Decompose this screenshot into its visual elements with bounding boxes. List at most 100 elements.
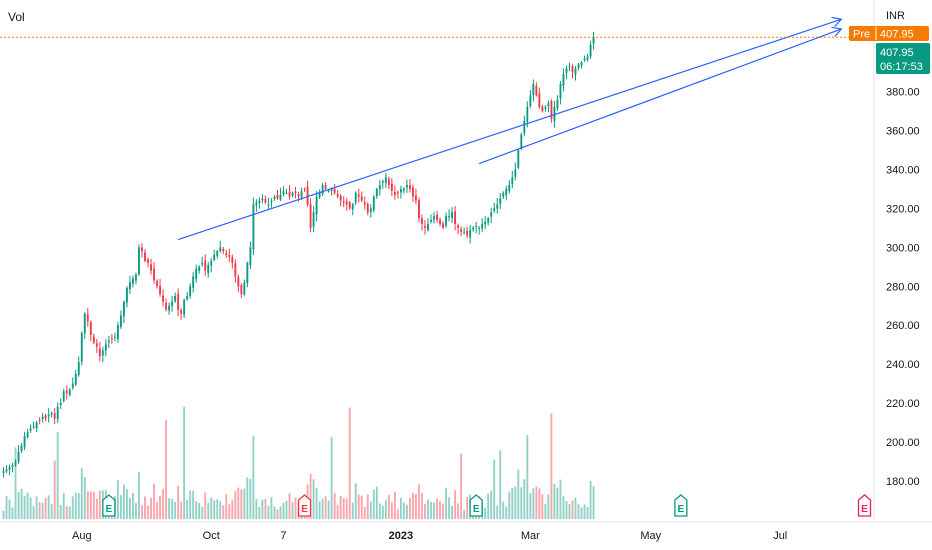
earnings-marker[interactable]: E [297, 494, 312, 517]
candle-body [318, 192, 321, 197]
candle-body [210, 260, 213, 266]
volume-bar [580, 507, 583, 519]
volume-indicator-label: Vol [8, 10, 25, 24]
volume-bar [342, 498, 345, 519]
candle-body [80, 332, 83, 362]
volume-bar [14, 447, 17, 519]
volume-bar [177, 485, 180, 519]
volume-bar [240, 489, 243, 519]
price-axis[interactable]: 180.00 200.00 220.00 240.00 260.00 280.00 300.… [886, 48, 920, 488]
candle-body [315, 196, 318, 215]
candle-body [225, 253, 228, 256]
price-tick-label: 280.00 [886, 281, 920, 293]
candle-body [372, 196, 375, 211]
candle-body [62, 391, 65, 402]
volume-bar [86, 491, 89, 519]
last-badge-price: 407.95 [880, 47, 914, 59]
volume-bar [384, 500, 387, 519]
candle-body [348, 202, 351, 209]
candle-body [116, 325, 119, 340]
candle-body [369, 208, 372, 213]
candle-body [29, 428, 32, 431]
volume-bar [348, 407, 351, 519]
candle-body [297, 194, 300, 197]
trend-lines[interactable] [177, 20, 840, 241]
volume-bar [147, 505, 149, 519]
last-price-badge: 407.95 06:17:53 [876, 43, 930, 74]
volume-bar [490, 490, 493, 519]
pre-market-badge: Pre 407.95 [849, 26, 929, 41]
candle-body [427, 223, 429, 231]
volume-bar [252, 435, 255, 519]
candle-body [267, 204, 270, 206]
candle-body [439, 219, 441, 224]
volume-bar [41, 502, 44, 519]
volume-bar [153, 483, 155, 519]
candle-body [47, 414, 50, 417]
volume-bar [183, 406, 186, 519]
candle-body [550, 101, 553, 119]
volume-bar [62, 493, 65, 519]
candle-body [41, 416, 44, 419]
candle-body [541, 106, 544, 112]
volume-bar [32, 506, 35, 519]
candle-body [381, 181, 384, 183]
earnings-marker[interactable]: E [857, 494, 872, 517]
volume-bar [159, 495, 161, 519]
volume-bar [363, 506, 366, 519]
candle-body [387, 178, 390, 186]
trend-line[interactable] [478, 29, 840, 165]
volume-bar [17, 491, 20, 519]
trend-line[interactable] [177, 20, 840, 241]
volume-bar [375, 486, 378, 519]
volume-bar [583, 504, 586, 519]
candle-body [17, 451, 20, 462]
candle-body [580, 62, 583, 66]
candle-body [74, 373, 77, 385]
price-tick-label: 320.00 [886, 203, 920, 215]
candle-body [258, 200, 261, 203]
volume-bar [436, 498, 438, 519]
candle-body [589, 44, 592, 57]
earnings-marker[interactable]: E [674, 494, 688, 517]
volume-bar [327, 500, 330, 519]
candle-body [547, 103, 550, 107]
candle-body [592, 37, 595, 44]
earnings-marker[interactable]: E [469, 494, 483, 517]
volume-bar [418, 484, 420, 519]
candle-body [490, 212, 493, 217]
candle-body [192, 276, 195, 288]
candle-body [408, 185, 411, 189]
volume-bar [366, 494, 369, 519]
volume-bar [285, 500, 288, 519]
volume-bar [291, 501, 294, 519]
candle-body [345, 201, 348, 205]
volume-bar [312, 479, 315, 519]
time-axis[interactable]: Aug Oct 7 2023 Mar May Jul [72, 530, 787, 542]
candle-body [463, 231, 466, 233]
volume-bar [577, 504, 580, 519]
volume-bar [439, 501, 441, 519]
earnings-marker-shape [857, 494, 872, 517]
volume-bar [258, 507, 261, 519]
candle-body [237, 276, 240, 287]
volume-bar [89, 491, 92, 519]
volume-bar [50, 504, 53, 519]
volume-bar [83, 477, 86, 519]
volume-bar [433, 502, 435, 519]
candle-body [243, 282, 246, 295]
candle-body [162, 295, 164, 302]
volume-bar [559, 479, 562, 519]
volume-bar [156, 501, 158, 519]
volume-bar [35, 496, 38, 519]
price-tick-label: 340.00 [886, 164, 920, 176]
candle-body [98, 348, 101, 357]
candle-body [571, 66, 574, 73]
candle-body [219, 247, 222, 252]
volume-bar [267, 505, 270, 519]
volume-bar [168, 498, 171, 519]
earnings-marker[interactable]: E [102, 494, 116, 517]
volume-bar [574, 497, 577, 519]
